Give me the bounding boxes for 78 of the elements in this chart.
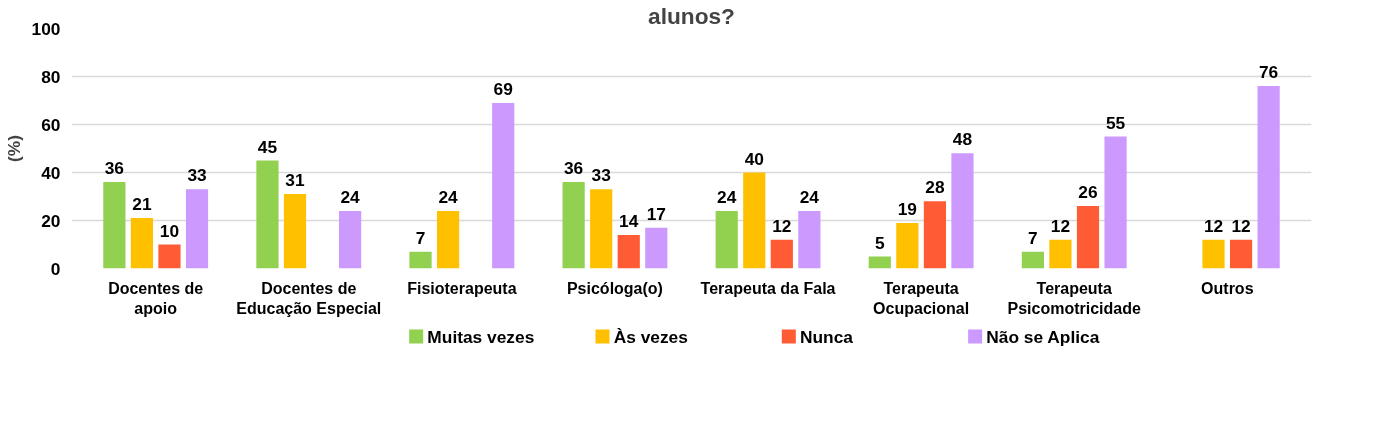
bar bbox=[1021, 251, 1044, 269]
data-label: 48 bbox=[952, 129, 973, 150]
bar bbox=[436, 210, 460, 269]
x-tick-label: Terapeuta Psicomotricidade bbox=[1007, 279, 1142, 317]
data-label: 21 bbox=[132, 194, 152, 215]
data-label: 76 bbox=[1259, 62, 1279, 83]
bar bbox=[256, 160, 279, 269]
y-axis-title: (%) bbox=[3, 135, 24, 162]
data-label: 36 bbox=[104, 158, 125, 179]
y-tick-label: 40 bbox=[41, 162, 61, 183]
data-label: 31 bbox=[285, 170, 306, 191]
data-label: 45 bbox=[257, 136, 278, 157]
bar bbox=[715, 210, 738, 269]
data-label: 24 bbox=[438, 186, 459, 207]
data-label: 14 bbox=[619, 210, 639, 231]
bar bbox=[1104, 136, 1127, 269]
bar bbox=[409, 251, 432, 269]
y-tick-label: 80 bbox=[41, 66, 61, 87]
bar bbox=[283, 194, 307, 269]
data-label: 33 bbox=[187, 165, 208, 186]
data-label: 26 bbox=[1078, 182, 1098, 203]
legend-label: Não se Aplica bbox=[986, 326, 1100, 347]
x-tick-label: Terapeuta Ocupacional bbox=[873, 279, 970, 317]
data-label: 10 bbox=[159, 220, 180, 241]
data-label: 24 bbox=[340, 186, 361, 207]
data-label: 69 bbox=[493, 78, 513, 99]
bar bbox=[923, 201, 947, 269]
x-tick-label: Docentes de Educação Especial bbox=[236, 279, 382, 317]
bar bbox=[339, 210, 362, 269]
data-label: 12 bbox=[1231, 215, 1251, 236]
data-label: 55 bbox=[1105, 112, 1126, 133]
bar bbox=[590, 189, 613, 269]
bar bbox=[130, 218, 154, 269]
data-label: 24 bbox=[717, 186, 737, 207]
bar bbox=[617, 234, 640, 269]
y-tick-label: 20 bbox=[41, 210, 61, 231]
bar bbox=[896, 222, 919, 269]
data-label: 12 bbox=[772, 215, 792, 236]
bar bbox=[562, 182, 585, 269]
data-label: 24 bbox=[799, 186, 820, 207]
data-label: 7 bbox=[415, 227, 426, 248]
bar bbox=[645, 227, 668, 269]
chart-title: alunos? bbox=[648, 2, 735, 29]
bar bbox=[1076, 206, 1100, 269]
data-label: 28 bbox=[925, 177, 945, 198]
x-tick-label: Docentes de apoio bbox=[108, 279, 204, 317]
data-label: 19 bbox=[897, 198, 917, 219]
bar bbox=[770, 239, 793, 269]
bar bbox=[743, 172, 766, 269]
bar bbox=[1202, 239, 1225, 269]
legend-label: Às vezes bbox=[613, 326, 688, 347]
bar bbox=[1229, 239, 1253, 269]
bar bbox=[868, 256, 891, 269]
legend-label: Nunca bbox=[799, 326, 854, 347]
bar bbox=[1257, 86, 1280, 269]
y-tick-label: 100 bbox=[31, 18, 61, 39]
bar bbox=[185, 189, 209, 269]
x-tick-label: Fisioterapeuta bbox=[407, 279, 517, 297]
bar bbox=[951, 153, 974, 269]
x-tick-label: Terapeuta da Fala bbox=[700, 279, 836, 297]
bar bbox=[103, 182, 126, 269]
bar bbox=[492, 102, 515, 269]
bar bbox=[798, 210, 821, 269]
x-tick-label: Psicóloga(o) bbox=[566, 279, 663, 297]
data-label: 12 bbox=[1203, 215, 1224, 236]
data-label: 7 bbox=[1028, 227, 1038, 248]
data-label: 40 bbox=[744, 148, 764, 169]
x-tick-label: Outros bbox=[1201, 279, 1254, 297]
y-tick-label: 60 bbox=[41, 114, 61, 135]
y-tick-label: 0 bbox=[50, 258, 61, 279]
bar bbox=[1049, 239, 1072, 269]
data-label: 5 bbox=[874, 232, 885, 253]
data-label: 33 bbox=[591, 165, 612, 186]
legend-label: Muitas vezes bbox=[427, 326, 535, 347]
data-label: 12 bbox=[1050, 215, 1071, 236]
data-label: 36 bbox=[563, 158, 584, 179]
bar bbox=[158, 244, 181, 269]
data-label: 17 bbox=[646, 203, 666, 224]
